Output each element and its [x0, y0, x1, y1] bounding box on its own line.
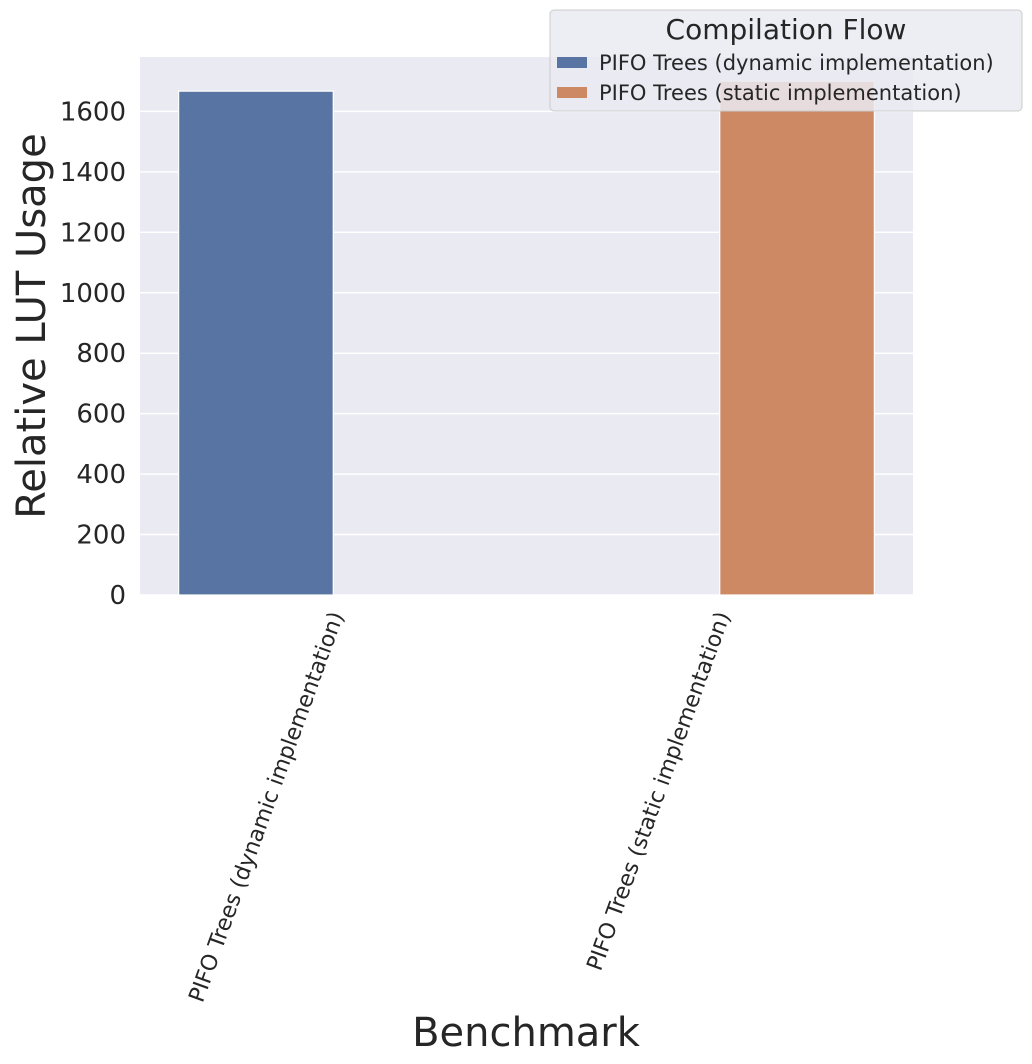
- x-tick-label: PIFO Trees (dynamic implementation): [185, 609, 350, 1006]
- legend: Compilation Flow PIFO Trees (dynamic imp…: [549, 9, 1023, 112]
- y-tick-label: 1400: [60, 158, 126, 188]
- bar: [178, 90, 334, 596]
- bars: [178, 80, 875, 596]
- legend-title: Compilation Flow: [666, 13, 907, 46]
- y-tick-label: 600: [76, 400, 126, 430]
- legend-swatch: [557, 87, 587, 98]
- legend-items: PIFO Trees (dynamic implementation) PIFO …: [557, 51, 994, 105]
- y-tick-label: 400: [76, 460, 126, 490]
- y-tick-label: 200: [76, 521, 126, 551]
- legend-box: [549, 9, 1023, 112]
- y-tick-label: 1000: [60, 279, 126, 309]
- y-tick-label: 0: [109, 581, 126, 611]
- y-tick-label: 1600: [60, 97, 126, 127]
- legend-label: PIFO Trees (dynamic implementation): [599, 51, 994, 75]
- y-tick-labels: 0 200 400 600 800 1000 1200 1400 1600: [60, 97, 126, 611]
- y-axis-label: Relative LUT Usage: [9, 133, 55, 518]
- x-axis-label: Benchmark: [412, 1010, 641, 1056]
- bar: [719, 80, 875, 596]
- y-tick-label: 1200: [60, 218, 126, 248]
- y-tick-label: 800: [76, 339, 126, 369]
- x-tick-label: PIFO Trees (static implementation): [583, 609, 736, 975]
- legend-swatch: [557, 57, 587, 68]
- legend-label: PIFO Trees (static implementation): [599, 81, 962, 105]
- x-tick-labels: PIFO Trees (dynamic implementation) PIFO …: [185, 609, 736, 1006]
